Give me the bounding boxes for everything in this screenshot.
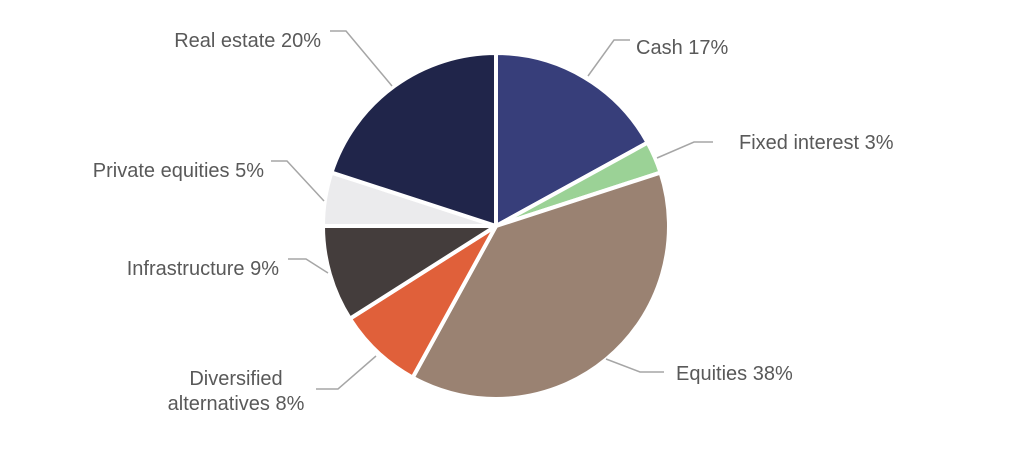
leader-line-private-equities <box>271 160 325 202</box>
label-infrastructure: Infrastructure 9% <box>126 258 279 280</box>
leader-line-cash <box>587 39 630 77</box>
leader-line-infrastructure <box>288 258 329 274</box>
leader-line-real-estate <box>330 30 393 87</box>
leader-line-equities <box>605 358 664 373</box>
leader-lines <box>271 30 713 390</box>
label-equities: Equities 38% <box>676 363 793 385</box>
label-diversified-alternatives: Diversified alternatives 8% <box>136 367 336 417</box>
label-real-estate: Real estate 20% <box>174 30 321 52</box>
label-private-equities: Private equities 5% <box>92 160 264 182</box>
leader-line-diversified <box>316 355 377 390</box>
label-diversified-line2: alternatives 8% <box>167 393 305 415</box>
label-fixed-interest: Fixed interest 3% <box>739 132 894 154</box>
pie-slice-cash <box>494 51 650 228</box>
pie-slices <box>321 51 671 401</box>
leader-line-fixed-interest <box>656 141 713 159</box>
label-cash: Cash 17% <box>636 37 729 59</box>
pie-slice-real-estate <box>329 51 498 228</box>
label-diversified-line1: Diversified <box>189 368 283 390</box>
